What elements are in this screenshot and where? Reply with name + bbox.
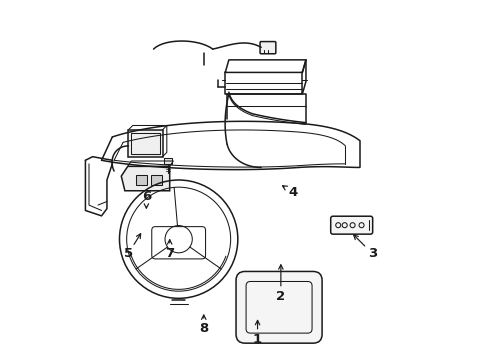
FancyBboxPatch shape (331, 216, 373, 234)
Text: 6: 6 (142, 190, 151, 203)
Text: 4: 4 (289, 186, 298, 199)
FancyBboxPatch shape (236, 271, 322, 343)
FancyBboxPatch shape (260, 41, 276, 54)
Bar (164, 158, 172, 164)
Text: 3: 3 (368, 247, 377, 260)
Text: 7: 7 (165, 247, 174, 260)
Text: 1: 1 (253, 333, 262, 346)
Bar (128, 130, 163, 157)
Polygon shape (122, 166, 170, 191)
Bar (136, 175, 147, 185)
Bar (131, 133, 160, 154)
Text: 8: 8 (199, 322, 208, 335)
Text: 5: 5 (124, 247, 133, 260)
Bar (151, 175, 162, 185)
Text: 2: 2 (276, 290, 285, 303)
